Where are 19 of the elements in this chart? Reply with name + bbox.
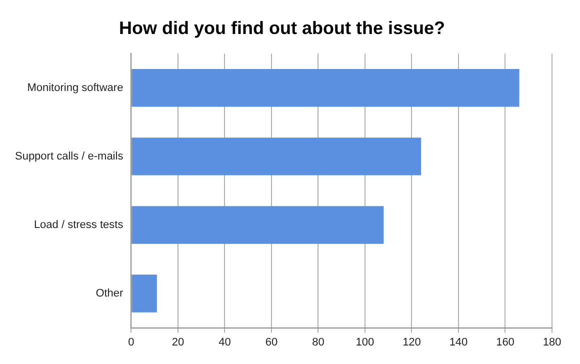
chart-title: How did you find out about the issue? xyxy=(119,18,445,38)
y-tick-label: Load / stress tests xyxy=(34,219,124,232)
y-tick-label: Other xyxy=(96,288,124,300)
y-tick-label: Support calls / e-mails xyxy=(14,150,124,162)
x-tick-label: 20 xyxy=(172,336,184,348)
bar xyxy=(132,138,422,176)
bar xyxy=(132,69,520,107)
x-tick-label: 80 xyxy=(312,336,324,348)
x-tick-label: 120 xyxy=(402,336,421,348)
x-tick-label: 60 xyxy=(265,336,278,348)
x-tick-label: 180 xyxy=(542,336,562,348)
bar xyxy=(132,206,384,244)
x-tick-label: 40 xyxy=(218,336,231,348)
x-tick-label: 160 xyxy=(496,336,514,348)
x-tick-label: 140 xyxy=(449,336,468,348)
bar xyxy=(132,274,157,312)
y-tick-label: Monitoring software xyxy=(27,82,124,94)
x-tick-label: 100 xyxy=(356,336,374,348)
x-tick-label: 0 xyxy=(128,336,134,348)
